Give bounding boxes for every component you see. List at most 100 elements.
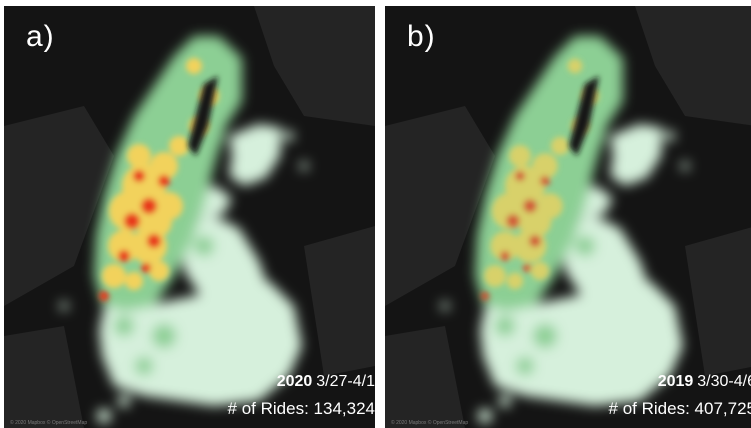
water-layer: [569, 76, 599, 156]
hotspot: [530, 261, 550, 281]
hotspot-layer: [480, 58, 600, 301]
hotspot: [155, 192, 183, 220]
density-blob: [553, 84, 577, 108]
density-layer: [60, 36, 308, 423]
hotspot: [567, 58, 583, 74]
land-layer: [385, 6, 751, 428]
density-blob: [533, 324, 557, 348]
density-blob: [155, 112, 183, 140]
hotspot-peak: [539, 175, 551, 187]
hotspot: [102, 264, 126, 288]
density-blob: [495, 316, 515, 336]
density-blob: [190, 37, 218, 65]
hotspot: [149, 261, 169, 281]
land-mass: [4, 106, 114, 306]
panel-label: b): [407, 20, 436, 53]
density-blob: [118, 395, 130, 407]
hotspot: [150, 152, 178, 180]
density-layer: [441, 36, 689, 423]
hotspot: [509, 145, 531, 167]
density-blob: [665, 131, 675, 141]
land-mass: [685, 227, 751, 376]
density-region: [563, 216, 647, 294]
rides-value: 407,725: [694, 399, 751, 418]
hotspot-peak: [147, 234, 161, 248]
hotspot: [186, 58, 202, 74]
density-blob: [571, 37, 599, 65]
hotspot-peak: [133, 170, 145, 182]
density-region: [610, 124, 663, 186]
rides-label: # of Rides:: [227, 399, 314, 418]
density-region: [229, 124, 282, 186]
land-mass: [385, 326, 465, 428]
rides-caption: # of Rides: 407,725: [609, 400, 751, 417]
hotspot-peak: [522, 198, 538, 214]
hotspot-peak: [124, 213, 140, 229]
hotspot: [169, 136, 189, 156]
rides-label: # of Rides:: [608, 399, 695, 418]
year-label: 2020: [276, 373, 313, 390]
density-blob: [441, 302, 449, 310]
hotspot-peak: [158, 175, 170, 187]
density-blob: [97, 409, 111, 423]
water-layer: [188, 76, 218, 156]
map-attribution: © 2020 Mapbox © OpenStreetMap: [391, 420, 469, 426]
hotspot-peak: [522, 263, 532, 273]
hotspot: [484, 265, 506, 287]
density-blob: [575, 236, 595, 256]
density-blob: [194, 236, 214, 256]
density-region: [480, 281, 683, 406]
land-mass: [4, 326, 84, 428]
land-mass: [385, 106, 495, 306]
land-mass: [254, 6, 375, 126]
density-blob: [60, 302, 68, 310]
density-blob: [681, 162, 689, 170]
land-mass: [635, 6, 751, 126]
hotspot: [506, 272, 524, 290]
map-panel-b: b) 2019 3/30-4/6 # of Rides: 407,725 © 20…: [385, 6, 751, 428]
density-blob: [135, 357, 153, 375]
hotspot-layer: [99, 58, 219, 301]
hotspot-peak: [141, 198, 157, 214]
density-blob: [284, 131, 294, 141]
hotspot: [490, 231, 520, 261]
hotspot-peak: [514, 170, 526, 182]
hotspot: [550, 136, 570, 156]
hotspot-peak: [480, 291, 490, 301]
density-region: [99, 281, 302, 406]
hotspot-peak: [528, 234, 542, 248]
rides-value: 134,324: [313, 399, 375, 418]
density-region: [182, 216, 266, 294]
date-range-caption: 2020 3/27-4/1: [277, 374, 375, 390]
density-blob: [114, 316, 134, 336]
heatmap-a: [4, 6, 375, 428]
hotspot-peak: [99, 291, 109, 301]
hotspot: [513, 229, 547, 263]
density-blob: [152, 324, 176, 348]
hotspot-peak: [499, 250, 511, 262]
hotspot: [127, 144, 151, 168]
hotspot-peak: [141, 263, 151, 273]
panel-label: a): [26, 20, 55, 53]
density-blob: [172, 84, 196, 108]
date-range-caption: 2019 3/30-4/6: [658, 374, 751, 390]
density-blob: [300, 162, 308, 170]
year-label: 2019: [657, 373, 694, 390]
map-attribution: © 2020 Mapbox © OpenStreetMap: [10, 420, 88, 426]
dates-label: 3/27-4/1: [316, 373, 375, 390]
hotspot: [108, 230, 140, 262]
map-panel-a: a) 2020 3/27-4/1 # of Rides: 134,324 © 20…: [4, 6, 375, 428]
dates-label: 3/30-4/6: [697, 373, 751, 390]
density-blob: [516, 357, 534, 375]
hotspot-peak: [505, 213, 521, 229]
land-mass: [304, 226, 375, 376]
water-gap: [188, 76, 218, 156]
land-layer: [4, 6, 375, 428]
density-blob: [536, 112, 564, 140]
density-blob: [204, 126, 224, 146]
hotspot: [532, 153, 558, 179]
density-blob: [478, 409, 492, 423]
hotspot: [537, 193, 563, 219]
water-gap: [569, 76, 599, 156]
hotspot-peak: [118, 250, 130, 262]
